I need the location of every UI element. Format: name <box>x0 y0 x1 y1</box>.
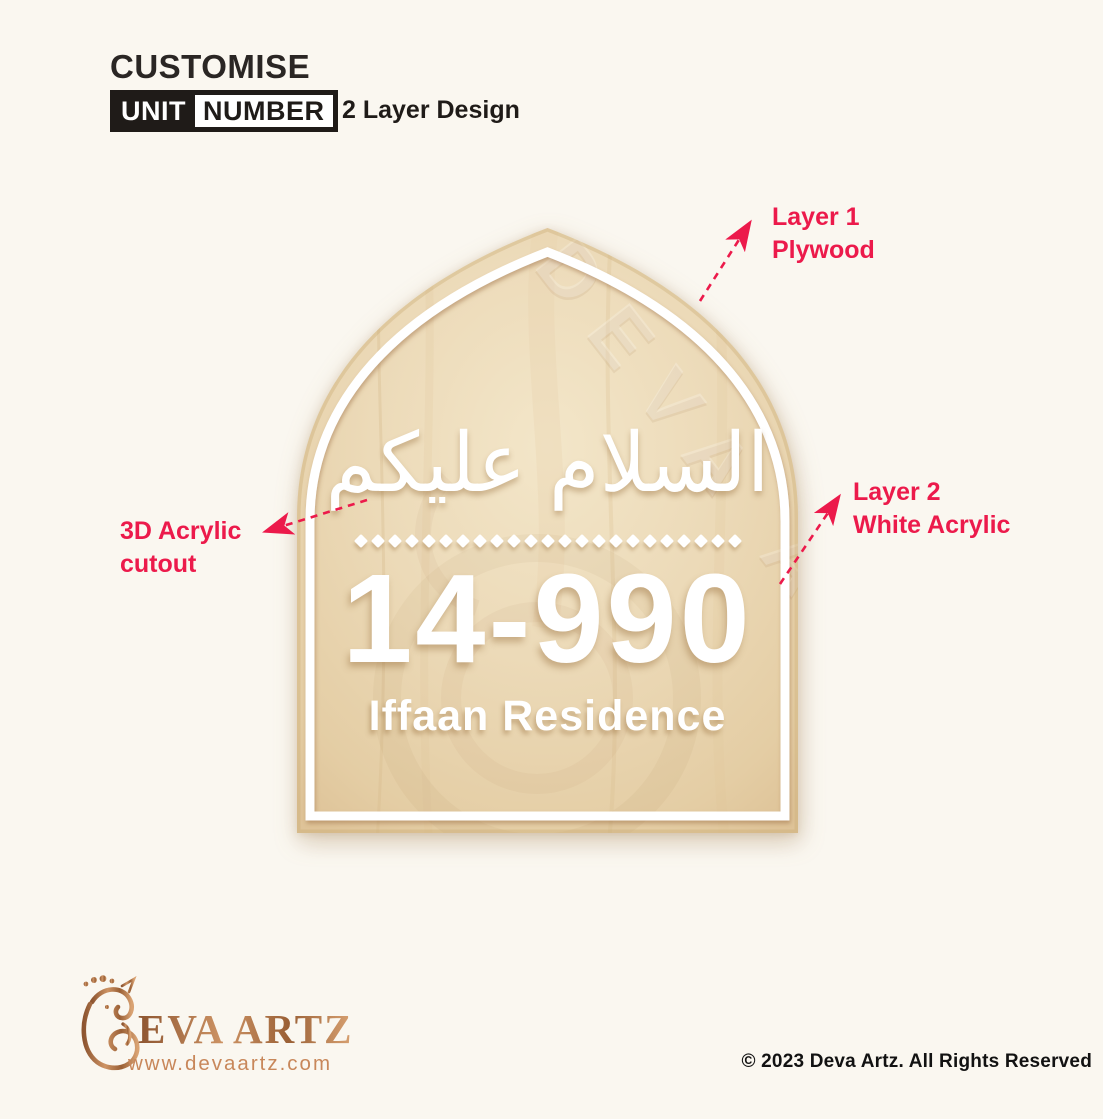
diamond-icon <box>659 533 674 549</box>
diamond-icon <box>370 533 385 549</box>
unit-number-text: 14-990 <box>342 548 753 689</box>
arabic-greeting: السلام عليكم <box>325 418 770 509</box>
diamond-icon <box>438 533 453 549</box>
diamond-icon <box>540 533 555 549</box>
diamond-icon <box>676 533 691 549</box>
customise-title: CUSTOMISE <box>110 48 311 85</box>
diamond-icon <box>353 533 368 549</box>
diamond-icon <box>727 533 742 549</box>
diamond-icon <box>625 533 640 549</box>
design-subtitle: 2 Layer Design <box>342 96 520 124</box>
label-3d-cutout-line2: cutout <box>120 550 197 578</box>
diamond-icon <box>404 533 419 549</box>
website-url: www.devaartz.com <box>127 1052 332 1075</box>
diamond-divider <box>297 533 798 549</box>
label-layer1-line2: Plywood <box>772 236 875 264</box>
diamond-icon <box>387 533 402 549</box>
diamond-icon <box>523 533 538 549</box>
diamond-icon <box>710 533 725 549</box>
diamond-icon <box>591 533 606 549</box>
diamond-icon <box>693 533 708 549</box>
ganesha-icon <box>81 975 140 1071</box>
label-layer2: Layer 2 White Acrylic <box>853 476 1010 542</box>
label-layer1-line1: Layer 1 <box>772 203 860 231</box>
signboard-plaque: DEVA ARTZ DEVA ARTZ السلام عليكم 14-990 … <box>297 228 798 833</box>
badge-unit-label: UNIT <box>121 96 186 126</box>
badge-number-label: NUMBER <box>195 95 333 127</box>
diamond-icon <box>642 533 657 549</box>
diamond-icon <box>472 533 487 549</box>
plywood-layer-shape <box>297 228 798 833</box>
diamond-icon <box>574 533 589 549</box>
copyright-text: © 2023 Deva Artz. All Rights Reserved <box>741 1051 1092 1072</box>
diamond-icon <box>421 533 436 549</box>
plaque-shape-svg: DEVA ARTZ DEVA ARTZ <box>297 228 798 833</box>
diamond-icon <box>557 533 572 549</box>
label-3d-cutout-line1: 3D Acrylic <box>120 517 242 545</box>
label-layer1: Layer 1 Plywood <box>772 201 875 267</box>
diamond-icon <box>506 533 521 549</box>
label-layer2-line2: White Acrylic <box>853 511 1011 539</box>
label-3d-cutout: 3D Acrylic cutout <box>120 515 241 581</box>
brand-logo: EVA ARTZ www.devaartz.com <box>81 975 353 1075</box>
label-layer2-line1: Layer 2 <box>853 478 941 506</box>
diamond-icon <box>608 533 623 549</box>
diamond-icon <box>455 533 470 549</box>
white-acrylic-border <box>305 247 790 821</box>
brand-name: EVA ARTZ <box>138 1006 353 1052</box>
diamond-icon <box>489 533 504 549</box>
unit-number-badge: UNIT NUMBER <box>110 90 338 132</box>
residence-name: Iffaan Residence <box>368 692 727 740</box>
